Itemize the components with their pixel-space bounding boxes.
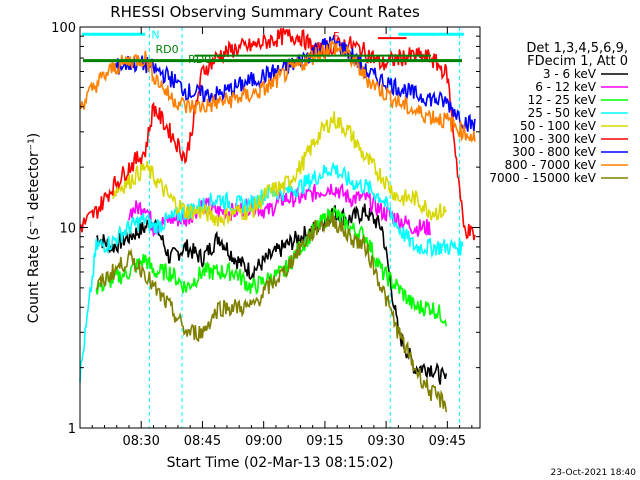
- legend-entry-label-6: 300 - 800 keV: [512, 145, 596, 159]
- series-line-7: [79, 38, 476, 143]
- x-tick-label-2: 09:00: [245, 434, 282, 449]
- annotation-3: F: [333, 30, 339, 43]
- y-axis-ticks: 1 10 100: [51, 21, 480, 437]
- legend-entry-label-8: 7000 - 15000 keV: [489, 171, 596, 185]
- series-line-4: [111, 111, 447, 228]
- plot-area: N RD0 RD0 F: [79, 27, 476, 428]
- legend-entry-label-0: 3 - 6 keV: [543, 67, 597, 81]
- x-tick-label-5: 09:45: [429, 434, 466, 449]
- annotation-2: RD0: [188, 53, 211, 66]
- legend-header-line-2: FDecim 1, Att 0: [527, 54, 628, 69]
- legend-entry-label-7: 800 - 7000 keV: [505, 158, 597, 172]
- x-tick-label-0: 08:30: [122, 434, 159, 449]
- legend-entry-label-4: 50 - 100 keV: [520, 119, 597, 133]
- chart-title: RHESSI Observing Summary Count Rates: [110, 3, 420, 21]
- legend-entry-label-5: 100 - 300 keV: [512, 132, 596, 146]
- series-line-8: [95, 211, 448, 413]
- legend-entry-label-2: 12 - 25 keV: [528, 93, 597, 107]
- x-tick-label-3: 09:15: [306, 434, 343, 449]
- legend-header-line-1: Det 1,3,4,5,6,9,: [526, 41, 628, 56]
- y-tick-label-2: 100: [51, 21, 76, 36]
- series-line-0: [95, 203, 448, 385]
- legend-entry-label-1: 6 - 12 keV: [535, 80, 597, 94]
- x-axis-label: Start Time (02-Mar-13 08:15:02): [167, 455, 394, 471]
- y-axis-label: Count Rate (s⁻¹ detector⁻¹): [26, 133, 42, 323]
- footer-date: 23-Oct-2021 18:40: [551, 468, 637, 478]
- series-line-1: [128, 182, 431, 238]
- legend: Det 1,3,4,5,6,9, FDecim 1, Att 0 3 - 6 k…: [489, 41, 628, 185]
- y-tick-label-0: 1: [68, 422, 76, 437]
- y-tick-label-1: 10: [59, 222, 76, 237]
- legend-entry-label-3: 25 - 50 keV: [528, 106, 597, 120]
- series-line-5: [79, 27, 476, 241]
- annotation-0: N: [151, 28, 159, 41]
- x-tick-label-1: 08:45: [184, 434, 221, 449]
- x-axis-ticks: 08:30 08:45 09:00 09:15 09:30 09:45: [91, 27, 473, 449]
- series-line-2: [95, 205, 448, 327]
- x-tick-label-4: 09:30: [367, 434, 404, 449]
- annotation-1: RD0: [156, 43, 179, 56]
